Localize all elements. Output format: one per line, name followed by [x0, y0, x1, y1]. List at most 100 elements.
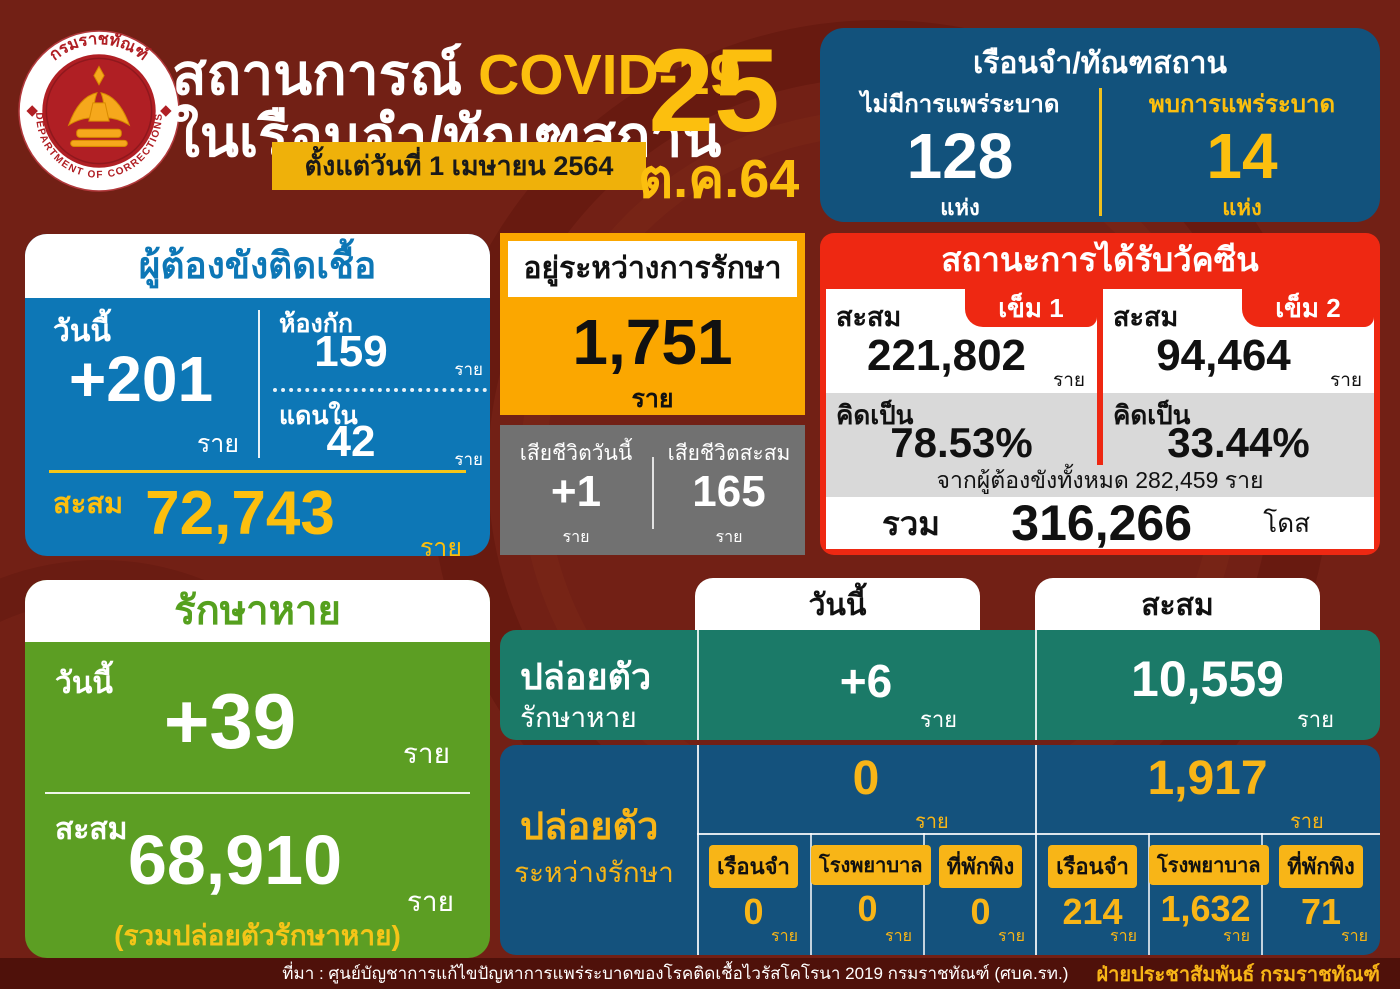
outbreak-column: พบการแพร่ระบาด 14 แห่ง: [1112, 84, 1372, 225]
unit-label: ราย: [771, 928, 798, 945]
vaccine-base-note: จากผู้ต้องขังทั้งหมด 282,459 ราย: [826, 465, 1374, 497]
released-during-label1: ปล่อยตัว: [520, 806, 659, 848]
dose1-cumulative-label: สะสม: [836, 302, 902, 332]
cumulative-shelter-cell: ที่พักพิง 71 ราย: [1262, 833, 1380, 955]
infected-today-label: วันนี้: [53, 315, 111, 348]
cumulative-prison-cell: เรือนจำ 214 ราย: [1036, 833, 1149, 955]
deaths-cumulative-unit: ราย: [715, 529, 743, 546]
divider: [1035, 745, 1037, 955]
no-outbreak-value: 128: [906, 120, 1014, 192]
infected-today-column: วันนี้ +201 ราย: [25, 304, 257, 464]
vaccine-card-body: สะสม เข็ม 1 221,802 ราย สะสม เข็ม 2 94,4…: [826, 289, 1374, 551]
footer-bar: ที่มา : ศูนย์บัญชาการแก้ไขปัญหาการแพร่ระ…: [0, 958, 1400, 989]
dose2-percent-value: 33.44%: [1167, 419, 1310, 466]
seal-icon: กรมราชทัณฑ์ DEPARTMENT OF CORRECTIONS: [18, 30, 180, 192]
divider: [1035, 630, 1037, 740]
deaths-today-column: เสียชีวิตวันนี้ +1 ราย: [500, 425, 652, 555]
released-during-cumulative-total: 1,917: [1147, 752, 1268, 805]
released-recovered-today-value: +6: [839, 655, 893, 707]
divider: [1148, 833, 1150, 955]
infected-today-value: +201: [68, 343, 214, 415]
dose2-tab: เข็ม 2: [1242, 289, 1374, 327]
prison-chip: เรือนจำ: [709, 845, 798, 888]
released-during-cumulative-unit: ราย: [1290, 811, 1324, 833]
today-shelter-value: 0: [970, 891, 991, 932]
dose1-percent-value: 78.53%: [890, 419, 1033, 466]
recovered-note: (รวมปล่อยตัวรักษาหาย): [114, 920, 401, 951]
prisons-status-card: เรือนจำ/ทัณฑสถาน ไม่มีการแพร่ระบาด 128 แ…: [820, 28, 1380, 222]
today-hospital-value: 0: [857, 888, 878, 929]
infected-cumulative-label: สะสม: [53, 488, 124, 520]
recovered-today-unit: ราย: [402, 738, 450, 769]
vaccine-card-title: สถานะการได้รับวัคซีน: [941, 241, 1259, 278]
inner-zone-unit: ราย: [454, 450, 483, 469]
deaths-today-label: เสียชีวิตวันนี้: [519, 442, 633, 465]
dose2-percent-label: คิดเป็น: [1113, 400, 1191, 430]
divider: [49, 470, 466, 473]
outbreak-unit: แห่ง: [1222, 195, 1262, 221]
divider: [697, 630, 699, 740]
dose2-unit: ราย: [1329, 370, 1362, 391]
divider: [697, 833, 1380, 835]
divider: [1097, 393, 1103, 465]
divider: [923, 833, 925, 955]
date-range-banner: ตั้งแต่วันที่ 1 เมษายน 2564: [272, 142, 646, 190]
cumulative-shelter-value: 71: [1300, 891, 1342, 932]
tab-today: วันนี้: [695, 578, 980, 630]
dose1-value: 221,802: [866, 331, 1027, 380]
no-outbreak-column: ไม่มีการแพร่ระบาด 128 แห่ง: [830, 84, 1090, 225]
vaccine-total-label: รวม: [882, 504, 941, 542]
detention-room-value: 159: [314, 327, 388, 376]
divider: [1099, 88, 1102, 216]
outbreak-label: พบการแพร่ระบาด: [1148, 91, 1336, 118]
released-recovered-cumulative-value: 10,559: [1131, 651, 1284, 707]
infected-today-unit: ราย: [196, 430, 239, 458]
unit-label: ราย: [998, 928, 1025, 945]
divider: [810, 833, 812, 955]
divider: [258, 310, 260, 458]
page-title-part1: สถานการณ์: [172, 43, 479, 107]
divider: [652, 457, 654, 529]
divider: [45, 792, 470, 794]
today-shelter-cell: ที่พักพิง 0 ราย: [924, 833, 1037, 955]
report-day: 25: [648, 25, 780, 157]
dose2-cumulative-label: สะสม: [1113, 302, 1179, 332]
released-during-label2: ระหว่างรักษา: [514, 857, 674, 888]
dose1-unit: ราย: [1052, 370, 1085, 391]
vaccine-total-row: รวม 316,266 โดส: [826, 495, 1374, 551]
dose1-percent-label: คิดเป็น: [836, 400, 914, 430]
prisons-card-title: เรือนจำ/ทัณฑสถาน: [973, 47, 1227, 80]
no-outbreak-unit: แห่ง: [940, 195, 980, 221]
cumulative-prison-value: 214: [1062, 891, 1123, 932]
infected-breakdown-column: ห้องกัก 159 ราย แดนใน 42 ราย: [267, 304, 487, 469]
corrections-department-seal: กรมราชทัณฑ์ DEPARTMENT OF CORRECTIONS: [18, 30, 180, 197]
dose1-panel: สะสม เข็ม 1 221,802 ราย: [826, 289, 1097, 393]
cumulative-hospital-value: 1,632: [1160, 888, 1251, 929]
report-month-year: ต.ค.64: [638, 149, 800, 209]
recovered-today-label: วันนี้: [55, 667, 113, 700]
infected-cumulative-unit: ราย: [419, 534, 462, 562]
unit-label: ราย: [885, 928, 912, 945]
inner-zone-value: 42: [326, 417, 376, 466]
deaths-cumulative-label: เสียชีวิตสะสม: [667, 442, 791, 465]
hospital-chip: โรงพยาบาล: [1149, 845, 1269, 885]
inner-zone-label: แดนใน: [279, 402, 358, 430]
released-recovered-label2: รักษาหาย: [520, 702, 637, 733]
divider: [697, 745, 699, 955]
page-title: สถานการณ์ COVID-19: [172, 46, 741, 104]
in-treatment-unit: ราย: [631, 385, 674, 413]
deaths-today-value: +1: [550, 467, 602, 516]
recovered-cumulative-value: 68,910: [127, 821, 343, 899]
detention-room-label: ห้องกัก: [279, 310, 353, 338]
deaths-card: เสียชีวิตวันนี้ +1 ราย เสียชีวิตสะสม 165…: [500, 425, 805, 555]
recovered-card-title: รักษาหาย: [25, 580, 490, 642]
prison-chip: เรือนจำ: [1048, 845, 1137, 888]
outbreak-value: 14: [1206, 120, 1278, 192]
dose2-percent-panel: คิดเป็น 33.44%: [1103, 393, 1374, 466]
shelter-chip: ที่พักพิง: [1279, 845, 1363, 888]
dose2-panel: สะสม เข็ม 2 94,464 ราย: [1103, 289, 1374, 393]
today-prison-value: 0: [743, 891, 764, 932]
deaths-today-unit: ราย: [562, 529, 590, 546]
in-treatment-value: 1,751: [572, 306, 733, 378]
